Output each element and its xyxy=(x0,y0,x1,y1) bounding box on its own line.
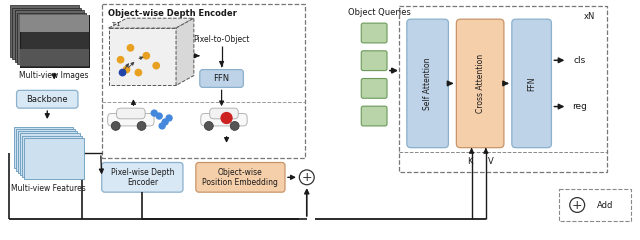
Circle shape xyxy=(159,123,165,129)
FancyBboxPatch shape xyxy=(196,162,285,192)
Bar xyxy=(10,5,79,57)
Circle shape xyxy=(124,66,130,73)
Circle shape xyxy=(300,170,314,185)
Text: Position Embedding: Position Embedding xyxy=(202,178,278,187)
Text: reg: reg xyxy=(572,102,587,111)
Bar xyxy=(15,10,84,62)
Circle shape xyxy=(137,121,146,130)
Circle shape xyxy=(111,121,120,130)
FancyBboxPatch shape xyxy=(512,19,552,148)
Text: Cross Attention: Cross Attention xyxy=(476,54,484,113)
Text: Multi-view Features: Multi-view Features xyxy=(11,184,86,193)
Bar xyxy=(22,136,82,177)
Bar xyxy=(17,13,86,64)
Circle shape xyxy=(127,45,134,51)
Text: Object-wise Depth Encoder: Object-wise Depth Encoder xyxy=(108,9,237,18)
Bar xyxy=(102,4,305,158)
Bar xyxy=(20,15,89,32)
Text: V: V xyxy=(488,157,493,166)
FancyBboxPatch shape xyxy=(361,106,387,126)
Text: Pixel-to-Object: Pixel-to-Object xyxy=(193,36,250,44)
Text: +: + xyxy=(301,171,312,184)
Circle shape xyxy=(135,69,141,76)
Text: Object-wise: Object-wise xyxy=(218,168,263,177)
Text: Object Queries: Object Queries xyxy=(348,8,410,17)
FancyBboxPatch shape xyxy=(361,78,387,98)
Bar xyxy=(16,129,75,171)
Text: Multi-view Images: Multi-view Images xyxy=(19,71,89,80)
Text: Backbone: Backbone xyxy=(26,95,68,104)
FancyBboxPatch shape xyxy=(361,23,387,43)
Text: Pixel-wise Depth: Pixel-wise Depth xyxy=(111,168,174,177)
Bar xyxy=(20,15,89,67)
Bar xyxy=(20,133,79,175)
Bar xyxy=(109,28,176,85)
Text: cls: cls xyxy=(573,56,586,65)
Bar xyxy=(24,138,84,179)
Bar xyxy=(13,127,73,168)
Text: Self Attention: Self Attention xyxy=(423,57,432,110)
Circle shape xyxy=(162,119,168,125)
FancyBboxPatch shape xyxy=(456,19,504,148)
Circle shape xyxy=(143,53,150,59)
Circle shape xyxy=(151,110,157,116)
Text: Encoder: Encoder xyxy=(127,178,158,187)
Bar xyxy=(18,131,77,173)
Circle shape xyxy=(221,113,232,123)
FancyBboxPatch shape xyxy=(200,70,243,87)
Bar xyxy=(20,15,89,67)
Bar xyxy=(12,8,81,59)
Text: +: + xyxy=(572,199,582,212)
FancyBboxPatch shape xyxy=(108,114,154,126)
Bar xyxy=(559,189,630,221)
Polygon shape xyxy=(176,18,194,85)
FancyBboxPatch shape xyxy=(201,114,247,126)
FancyBboxPatch shape xyxy=(210,108,238,119)
Circle shape xyxy=(570,198,584,212)
Bar xyxy=(399,6,607,172)
Bar xyxy=(20,49,89,66)
FancyBboxPatch shape xyxy=(361,51,387,71)
Text: K: K xyxy=(467,157,472,166)
FancyBboxPatch shape xyxy=(17,90,78,108)
Circle shape xyxy=(156,113,162,119)
FancyBboxPatch shape xyxy=(407,19,449,148)
Circle shape xyxy=(120,69,125,76)
Circle shape xyxy=(153,62,159,69)
Circle shape xyxy=(204,121,213,130)
Text: FFN: FFN xyxy=(527,76,536,91)
Text: xN: xN xyxy=(584,12,595,21)
Text: Add: Add xyxy=(596,200,613,210)
Circle shape xyxy=(117,57,124,63)
FancyBboxPatch shape xyxy=(102,162,183,192)
Circle shape xyxy=(230,121,239,130)
Text: T-1: T-1 xyxy=(111,22,121,27)
FancyBboxPatch shape xyxy=(116,108,145,119)
Circle shape xyxy=(166,115,172,121)
Text: FFN: FFN xyxy=(214,74,230,83)
Polygon shape xyxy=(109,18,194,28)
